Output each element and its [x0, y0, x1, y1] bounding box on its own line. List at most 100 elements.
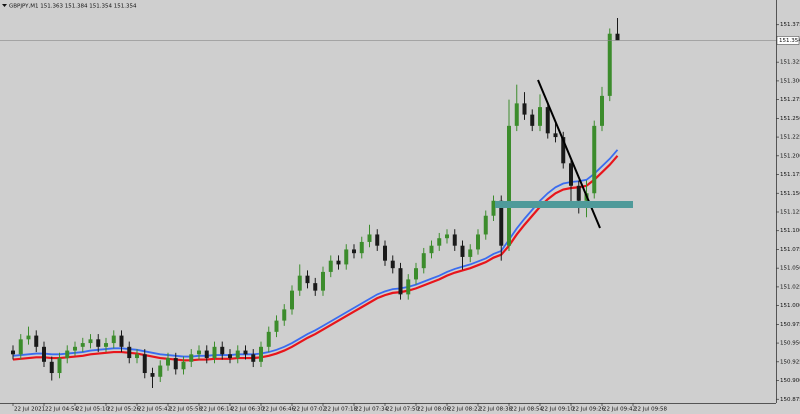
candle-body — [445, 234, 449, 239]
y-tick-label: 151.200 — [780, 153, 800, 159]
candle-body — [42, 346, 46, 362]
candle-body — [235, 350, 240, 359]
candle-body — [569, 163, 573, 186]
y-tick-label: 151.275 — [780, 97, 800, 103]
x-tick-label: 22 Jul 09:42 — [603, 407, 636, 413]
candle-body — [514, 103, 519, 126]
y-tick-label: 151.025 — [780, 284, 800, 290]
candle-body — [375, 234, 380, 246]
y-tick-label: 151.100 — [780, 228, 800, 234]
candle-body — [26, 335, 31, 340]
candle-body — [344, 249, 349, 265]
symbol: GBPJPY,M1 — [9, 3, 39, 9]
candle-body — [228, 354, 232, 359]
candle-body — [538, 107, 542, 126]
candle-body — [274, 320, 279, 332]
candle-body — [553, 133, 558, 138]
candle-body — [127, 346, 132, 359]
x-tick-label: 22 Jul 06:30 — [231, 407, 264, 413]
x-tick-label: 22 Jul 07:50 — [386, 407, 419, 413]
candle-body — [290, 290, 294, 310]
candle-body — [65, 350, 70, 359]
candle-body — [452, 234, 457, 246]
x-tick-label: 22 Jul 05:58 — [169, 407, 202, 413]
candle-body — [305, 275, 310, 284]
candle-body — [491, 200, 496, 216]
x-tick-label: 22 Jul 2021 — [14, 407, 45, 413]
candle-body — [34, 335, 39, 347]
x-tick-label: 22 Jul 06:46 — [262, 407, 295, 413]
candle-body — [406, 279, 411, 295]
candle-body — [530, 114, 535, 126]
x-tick-label: 22 Jul 04:54 — [45, 407, 78, 413]
current-price-label: 151.354 — [779, 38, 800, 44]
candle-body — [204, 350, 209, 359]
x-tick-label: 22 Jul 05:26 — [107, 407, 140, 413]
y-tick-label: 150.925 — [780, 359, 800, 365]
candle-body — [266, 331, 271, 347]
candle-body — [119, 335, 124, 347]
y-tick-label: 150.975 — [780, 322, 800, 328]
y-tick-label: 151.250 — [780, 116, 800, 122]
candle-body — [181, 361, 186, 370]
y-tick-label: 151.125 — [780, 209, 800, 215]
candle-body — [336, 260, 341, 265]
candle-body — [251, 354, 256, 362]
candle-body — [150, 373, 155, 377]
axes: 150.875 150.900 150.925 150.950 150.975 151.0… — [12, 22, 800, 413]
x-tick-label: 22 Jul 09:26 — [572, 407, 605, 413]
candle-body — [166, 358, 170, 366]
y-tick-label: 151.150 — [780, 191, 800, 197]
candle-body — [49, 361, 54, 374]
candle-body — [460, 245, 465, 257]
candle-body — [367, 234, 372, 242]
candle-body — [414, 268, 418, 280]
symbol-menu-arrow[interactable] — [2, 4, 7, 7]
x-tick-label: 22 Jul 07:18 — [324, 407, 357, 413]
x-tick-label: 22 Jul 07:02 — [293, 407, 326, 413]
candle-body — [189, 354, 194, 362]
y-tick-label: 151.325 — [780, 60, 800, 66]
x-tick-label: 22 Jul 08:06 — [417, 407, 450, 413]
candle-body — [437, 238, 442, 246]
current-price-box — [776, 36, 800, 45]
open-value: 151.363 — [40, 3, 63, 9]
x-tick-label: 22 Jul 09:58 — [634, 407, 667, 413]
x-tick-label: 22 Jul 05:42 — [138, 407, 171, 413]
candle-body — [158, 365, 163, 377]
y-tick-label: 151.050 — [780, 266, 800, 272]
support-zone-drawing — [495, 201, 633, 208]
low-value: 151.354 — [89, 3, 112, 9]
candle-body — [328, 260, 333, 272]
y-tick-label: 151.175 — [780, 172, 800, 178]
x-tick-label: 22 Jul 08:38 — [479, 407, 512, 413]
candle-body — [545, 107, 550, 134]
x-tick-label: 22 Jul 08:54 — [510, 407, 543, 413]
candle-body — [96, 339, 101, 347]
y-tick-label: 151.225 — [780, 135, 800, 141]
candle-body — [259, 346, 263, 362]
candle-body — [220, 346, 225, 355]
x-tick-label: 22 Jul 09:10 — [541, 407, 574, 413]
y-tick-label: 150.950 — [780, 341, 800, 347]
y-tick-label: 151.075 — [780, 247, 800, 253]
candle-body — [104, 343, 108, 347]
candle-body — [592, 125, 597, 194]
moving-average-line — [12, 149, 619, 358]
x-tick-label: 22 Jul 07:34 — [355, 407, 388, 413]
candle-body — [561, 137, 566, 164]
y-tick-label: 150.900 — [780, 378, 800, 384]
y-tick-label: 151.375 — [780, 22, 800, 28]
candle-body — [57, 358, 62, 374]
plot — [0, 17, 776, 389]
candle-body — [429, 245, 434, 254]
candle-body — [615, 33, 620, 41]
x-tick-label: 22 Jul 08:22 — [448, 407, 481, 413]
candle-body — [18, 339, 23, 355]
candle-body — [383, 245, 387, 261]
candle-body — [282, 309, 287, 321]
candle-body — [607, 33, 612, 96]
candle-body — [483, 215, 488, 235]
chart-header: GBPJPY,M1 151.363 151.384 151.354 151.35… — [9, 3, 137, 9]
